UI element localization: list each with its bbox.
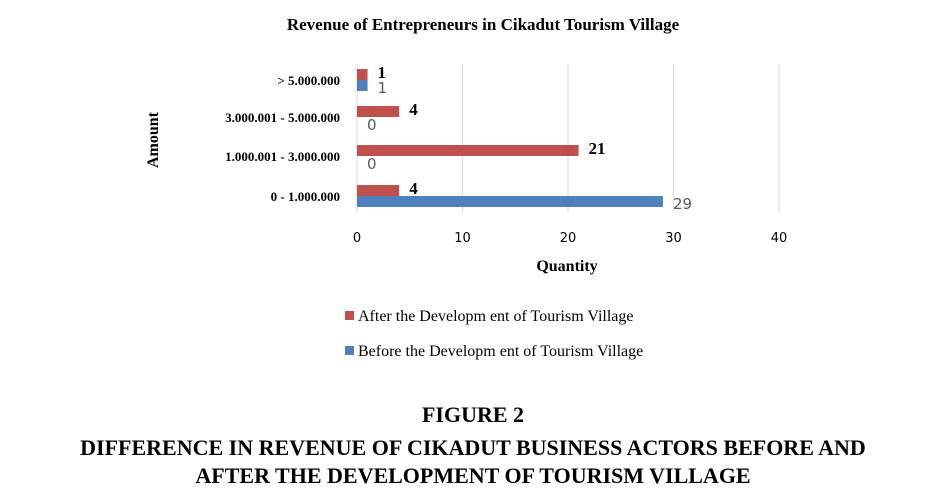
data-label-after: 4 bbox=[409, 100, 418, 119]
figure-caption-line-2: AFTER THE DEVELOPMENT OF TOURISM VILLAGE bbox=[195, 463, 751, 488]
legend-swatch-after bbox=[345, 311, 354, 320]
bar-after bbox=[357, 106, 400, 117]
bar-after bbox=[357, 185, 400, 196]
data-label-before: 0 bbox=[367, 155, 377, 173]
x-tick-label: 20 bbox=[560, 231, 577, 246]
data-label-before: 0 bbox=[367, 116, 377, 134]
data-label-after: 1 bbox=[378, 63, 387, 82]
bar-chart: Revenue of Entrepreneurs in Cikadut Tour… bbox=[145, 15, 787, 360]
figure-label: FIGURE 2 bbox=[421, 402, 525, 427]
data-label-after: 4 bbox=[409, 179, 418, 198]
figure-caption: DIFFERENCE IN REVENUE OF CIKADUT BUSINES… bbox=[0, 434, 946, 490]
y-axis-label: Amount bbox=[145, 111, 162, 168]
legend-label-after: After the Developm ent of Tourism Villag… bbox=[358, 308, 633, 325]
category-labels: 0 - 1.000.000 1.000.001 - 3.000.000 3.000.… bbox=[225, 73, 340, 204]
legend-swatch-before bbox=[345, 346, 354, 355]
category-label: 1.000.001 - 3.000.000 bbox=[225, 149, 340, 164]
figure-caption-line-1: DIFFERENCE IN REVENUE OF CIKADUT BUSINES… bbox=[80, 435, 866, 460]
data-labels: 4 21 4 1 29 0 0 1 bbox=[367, 63, 692, 213]
chart-title: Revenue of Entrepreneurs in Cikadut Tour… bbox=[287, 15, 680, 34]
legend-label-before: Before the Developm ent of Tourism Villa… bbox=[358, 343, 643, 360]
x-tick-label: 30 bbox=[665, 231, 682, 246]
x-tick-label: 10 bbox=[454, 231, 471, 246]
bar-before bbox=[357, 80, 368, 91]
bar-before bbox=[357, 196, 663, 207]
category-label: > 5.000.000 bbox=[277, 73, 340, 88]
category-label: 3.000.001 - 5.000.000 bbox=[225, 110, 340, 125]
bars bbox=[357, 69, 663, 207]
data-label-after: 21 bbox=[589, 139, 606, 158]
category-label: 0 - 1.000.000 bbox=[271, 189, 340, 204]
legend: After the Developm ent of Tourism Villag… bbox=[345, 308, 643, 360]
data-label-before: 29 bbox=[673, 195, 692, 213]
x-tick-label: 0 bbox=[353, 231, 361, 246]
bar-after bbox=[357, 145, 579, 156]
bar-after bbox=[357, 69, 368, 80]
data-label-before: 1 bbox=[378, 79, 388, 97]
x-tick-labels: 0 10 20 30 40 bbox=[353, 231, 787, 246]
x-axis-label: Quantity bbox=[536, 258, 597, 275]
x-tick-label: 40 bbox=[771, 231, 788, 246]
gridlines bbox=[356, 64, 780, 212]
